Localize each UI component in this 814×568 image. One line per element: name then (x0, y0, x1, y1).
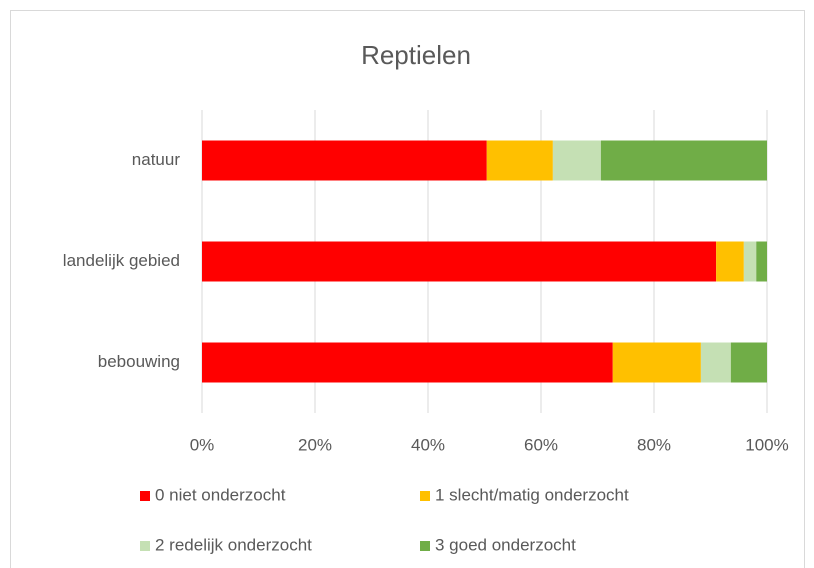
legend-label: 3 goed onderzocht (435, 535, 576, 554)
bar-segment (612, 342, 701, 383)
bar-segment (600, 140, 767, 181)
legend-label: 1 slecht/matig onderzocht (435, 485, 629, 504)
y-tick-label: bebouwing (98, 352, 180, 371)
legend-swatch (140, 541, 150, 551)
legend-swatch (420, 491, 430, 501)
bar-segment (486, 140, 553, 181)
x-tick-label: 60% (524, 435, 558, 454)
x-tick-label: 40% (411, 435, 445, 454)
legend-swatch (140, 491, 150, 501)
x-tick-label: 80% (637, 435, 671, 454)
bar-segment (730, 342, 767, 383)
bar-segment (202, 342, 613, 383)
y-tick-label: natuur (132, 150, 181, 169)
x-tick-label: 20% (298, 435, 332, 454)
x-tick-label: 100% (745, 435, 788, 454)
x-tick-label: 0% (190, 435, 215, 454)
bar-segment (743, 241, 757, 282)
bar-segment (716, 241, 744, 282)
chart-title: Reptielen (361, 40, 471, 70)
bar-segment (552, 140, 601, 181)
legend-label: 2 redelijk onderzocht (155, 535, 312, 554)
chart-border (10, 10, 805, 568)
legend-swatch (420, 541, 430, 551)
legend-label: 0 niet onderzocht (155, 485, 286, 504)
bar-segment (202, 241, 717, 282)
bar-segment (700, 342, 731, 383)
bar-segment (756, 241, 767, 282)
bar-segment (202, 140, 487, 181)
y-tick-label: landelijk gebied (63, 251, 180, 270)
